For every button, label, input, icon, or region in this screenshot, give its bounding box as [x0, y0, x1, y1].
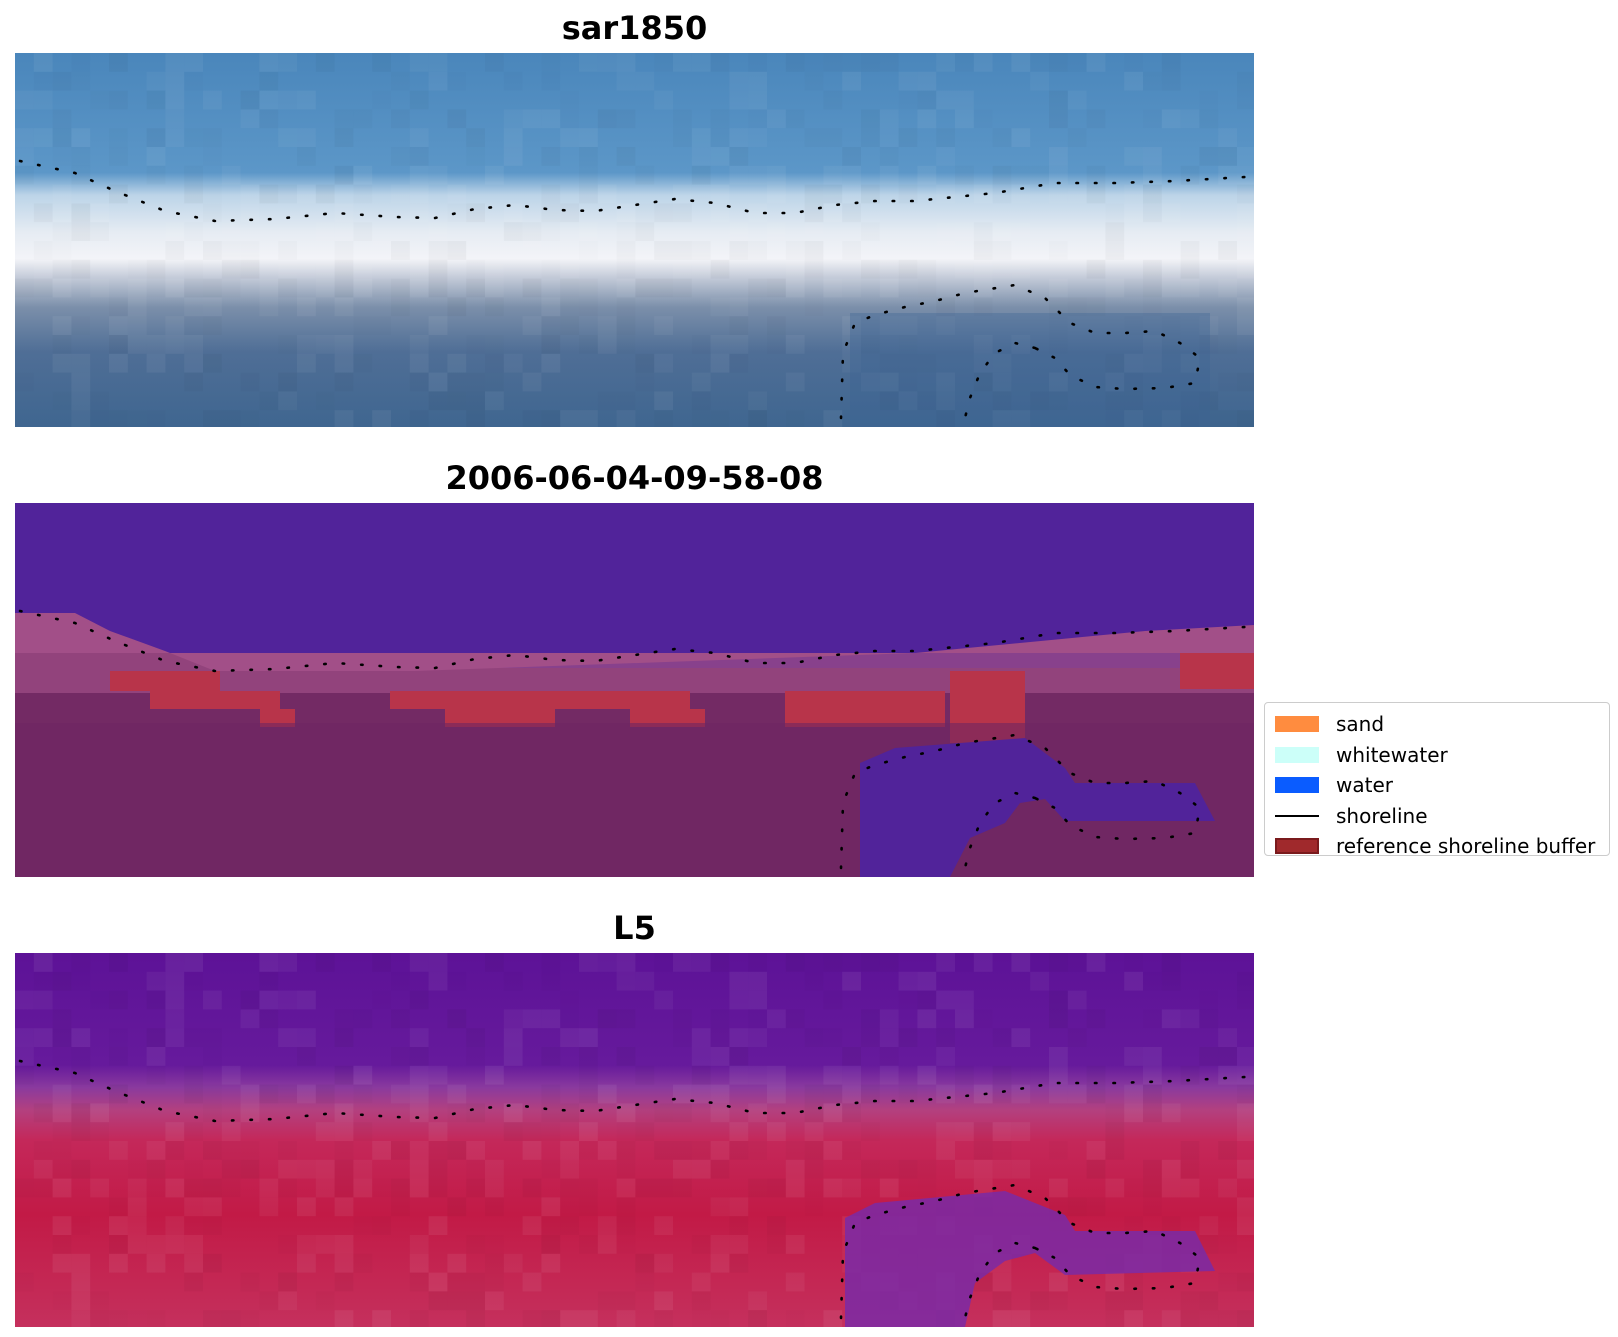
panel-title-classification: 2006-06-04-09-58-08	[445, 459, 824, 497]
whitewater-swatch	[1275, 746, 1319, 763]
sar-image-panel	[15, 53, 1254, 427]
legend-label: whitewater	[1336, 742, 1448, 767]
legend-item-reference-buffer: reference shoreline buffer	[1273, 831, 1601, 862]
legend-label: sand	[1336, 712, 1385, 737]
legend-item-sand: sand	[1273, 709, 1601, 740]
panel-title-sar: sar1850	[561, 9, 708, 47]
classification-image-panel	[15, 503, 1254, 877]
shoreline-line-swatch	[1275, 814, 1319, 817]
legend: sand whitewater water shoreline referenc…	[1264, 702, 1610, 858]
legend-label: water	[1336, 773, 1393, 798]
classification-image	[15, 503, 1254, 877]
index-image	[15, 953, 1254, 1327]
sand-swatch	[1275, 716, 1319, 733]
panel-title-index: L5	[613, 909, 656, 947]
legend-label: shoreline	[1336, 803, 1428, 828]
legend-label: reference shoreline buffer	[1336, 834, 1596, 859]
legend-item-shoreline: shoreline	[1273, 801, 1601, 832]
reference-buffer-swatch	[1275, 838, 1319, 855]
legend-item-whitewater: whitewater	[1273, 740, 1601, 771]
index-image-panel	[15, 953, 1254, 1327]
water-swatch	[1275, 777, 1319, 794]
legend-item-water: water	[1273, 770, 1601, 801]
sar-image	[15, 53, 1254, 427]
